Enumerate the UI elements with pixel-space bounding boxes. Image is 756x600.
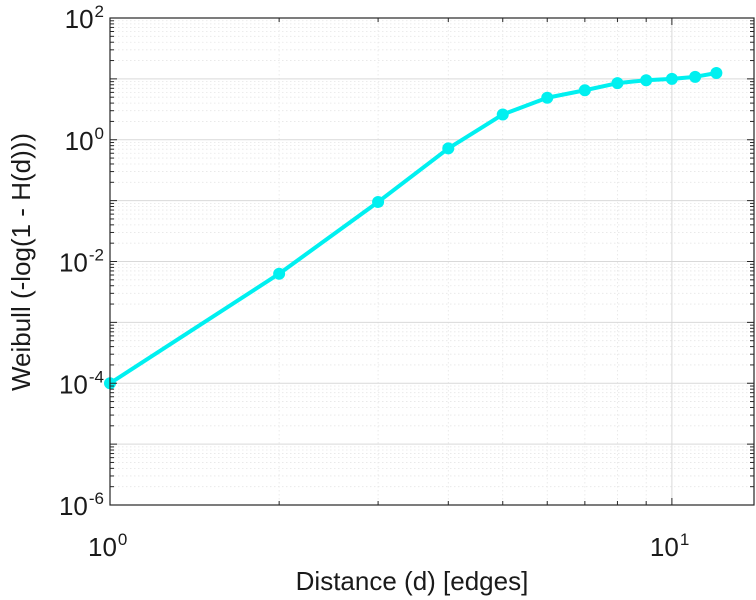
data-point — [665, 72, 678, 85]
data-point — [578, 84, 591, 97]
x-tick-label: 101 — [650, 530, 689, 562]
y-tick-label: 10-2 — [59, 246, 104, 278]
data-point — [689, 70, 702, 83]
x-tick-labels: 100 101 — [88, 530, 689, 562]
y-tick-label: 10-6 — [59, 489, 104, 521]
data-point — [496, 108, 509, 121]
data-point — [640, 74, 653, 87]
data-point — [710, 66, 723, 79]
y-tick-labels: 10-6 10-4 10-2 100 102 — [59, 2, 104, 521]
y-tick-label: 10-4 — [59, 367, 104, 399]
data-point — [273, 267, 286, 280]
y-tick-label: 100 — [65, 124, 104, 156]
x-tick-label: 100 — [88, 530, 127, 562]
y-tick-label: 102 — [65, 2, 104, 34]
data-point — [442, 142, 455, 155]
data-point — [541, 91, 554, 104]
tick-marks — [110, 18, 754, 505]
grid — [110, 18, 754, 505]
y-axis-label: Weibull (-log(1 - H(d))) — [6, 133, 36, 391]
data-point — [611, 77, 624, 90]
data-point — [372, 195, 385, 208]
x-axis-label: Distance (d) [edges] — [296, 566, 529, 596]
